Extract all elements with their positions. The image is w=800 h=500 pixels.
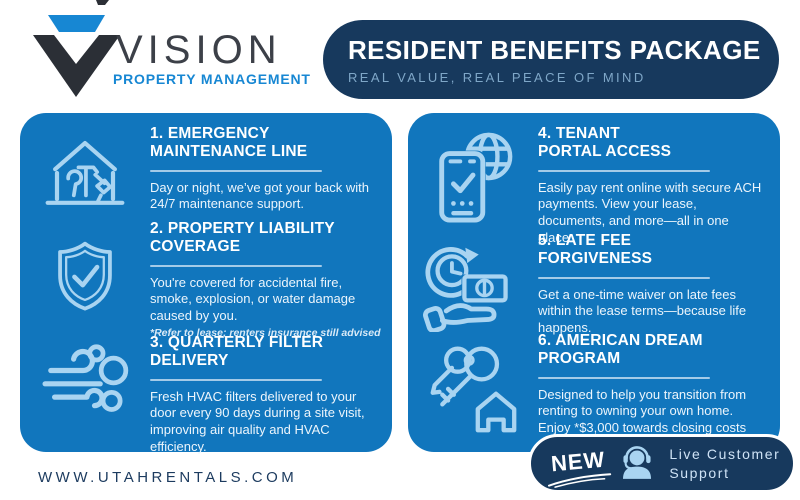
benefit-body: Day or night, we’ve got your back with 2… xyxy=(150,179,369,212)
banner: RESIDENT BENEFITS PACKAGE REAL VALUE, RE… xyxy=(323,20,779,99)
benefit-title-line2: PROGRAM xyxy=(538,350,621,368)
benefit-title: 3. QUARTERLY FILTER DELIVERY xyxy=(150,334,380,371)
divider xyxy=(538,169,710,172)
benefit-title-line1: 1. EMERGENCY xyxy=(150,125,270,142)
benefit-item-5: 5. LATE FEE FORGIVENESS Get a one-time w… xyxy=(408,232,780,337)
benefits-panel-right: 4. TENANT PORTAL ACCESS Easily pay rent … xyxy=(408,113,780,452)
benefit-title: 6. AMERICAN DREAM PROGRAM xyxy=(538,332,768,369)
swoosh-underline-icon xyxy=(547,472,612,488)
divider xyxy=(150,378,322,381)
banner-subtitle: REAL VALUE, REAL PEACE OF MIND xyxy=(348,69,646,85)
benefit-title-line2: FORGIVENESS xyxy=(538,250,653,268)
support-label: Live Customer Support xyxy=(669,445,780,481)
vision-logo-icon xyxy=(33,0,120,97)
live-support-badge: NEW Live Customer Support xyxy=(528,434,796,493)
shield-check-icon xyxy=(58,241,112,311)
benefit-title-line2: MAINTENANCE LINE xyxy=(150,143,308,161)
benefit-body: Easily pay rent online with secure ACH p… xyxy=(538,179,762,246)
benefit-item-2: 2. PROPERTY LIABILITY COVERAGE You're co… xyxy=(20,220,392,339)
divider xyxy=(538,376,710,379)
benefit-title: 2. PROPERTY LIABILITY COVERAGE xyxy=(150,220,382,257)
benefit-title: 1. EMERGENCY MAINTENANCE LINE xyxy=(150,125,380,162)
headset-agent-icon xyxy=(623,445,652,479)
benefit-title-line1: 3. QUARTERLY FILTER xyxy=(150,334,324,351)
benefit-title-line1: 6. AMERICAN DREAM xyxy=(538,332,703,349)
benefit-body: You're covered for accidental fire, smok… xyxy=(150,274,356,324)
website-link[interactable]: WWW.UTAHRENTALS.COM xyxy=(38,469,298,486)
clock-money-hand-icon xyxy=(423,247,508,332)
benefit-item-3: 3. QUARTERLY FILTER DELIVERY Fresh HVAC … xyxy=(20,334,392,456)
new-badge: NEW xyxy=(547,446,612,488)
benefit-title-line2: PORTAL ACCESS xyxy=(538,143,672,161)
brand-tagline: PROPERTY MANAGEMENT xyxy=(113,71,311,87)
benefit-title-line2: DELIVERY xyxy=(150,352,229,370)
benefit-title-line2: COVERAGE xyxy=(150,238,241,256)
benefit-body: Get a one-time waiver on late fees withi… xyxy=(538,286,747,336)
brand-name: VISION xyxy=(116,28,282,72)
benefit-title-line1: 5. LATE FEE xyxy=(538,232,632,249)
divider xyxy=(538,276,710,279)
divider xyxy=(150,169,322,172)
benefit-item-6: 6. AMERICAN DREAM PROGRAM Designed to he… xyxy=(408,332,780,454)
benefits-panel-left: 1. EMERGENCY MAINTENANCE LINE Day or nig… xyxy=(20,113,392,454)
divider xyxy=(150,264,322,267)
benefit-note: *Refer to lease; renters insurance still… xyxy=(150,327,381,340)
benefit-title-line1: 4. TENANT xyxy=(538,125,620,142)
benefit-title: 5. LATE FEE FORGIVENESS xyxy=(538,232,768,269)
support-label-line1: Live Customer xyxy=(669,446,781,463)
benefit-title-line1: 2. PROPERTY LIABILITY xyxy=(150,220,335,237)
benefit-item-1: 1. EMERGENCY MAINTENANCE LINE Day or nig… xyxy=(20,125,392,213)
phone-globe-icon xyxy=(438,132,513,223)
benefit-title: 4. TENANT PORTAL ACCESS xyxy=(538,125,768,162)
air-flow-icon xyxy=(42,344,129,412)
keys-house-icon xyxy=(430,346,517,433)
support-label-line2: Support xyxy=(669,464,730,481)
benefit-body: Fresh HVAC filters delivered to your doo… xyxy=(150,388,365,455)
banner-title: RESIDENT BENEFITS PACKAGE xyxy=(348,34,761,65)
house-tools-icon xyxy=(45,140,125,205)
benefit-item-4: 4. TENANT PORTAL ACCESS Easily pay rent … xyxy=(408,125,780,247)
